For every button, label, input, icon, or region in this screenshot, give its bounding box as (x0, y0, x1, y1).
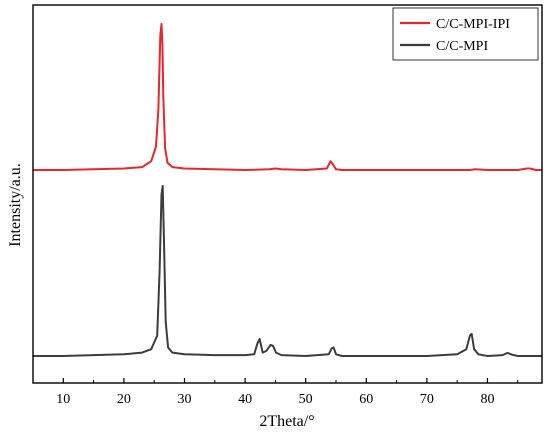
lines-layer (33, 23, 542, 357)
x-tick-label: 80 (480, 392, 494, 407)
legend-box (392, 7, 539, 61)
x-tick-label: 50 (299, 392, 313, 407)
legend: C/C-MPI-IPI C/C-MPI (392, 7, 539, 61)
x-tick-label: 20 (117, 392, 131, 407)
legend-label-c-c-mpi: C/C-MPI (436, 39, 488, 54)
x-tick-label: 30 (177, 392, 191, 407)
y-axis-title: Intensity/a.u. (7, 163, 24, 247)
x-tick-label: 70 (420, 392, 434, 407)
x-axis-title: 2Theta/° (259, 413, 314, 430)
x-tick-label: 10 (56, 392, 70, 407)
series-line-c-c-mpi-ipi (33, 23, 542, 171)
x-tick-label: 40 (238, 392, 252, 407)
legend-label-c-c-mpi-ipi: C/C-MPI-IPI (436, 17, 510, 32)
x-axis: 10 20 30 40 50 60 70 80 (32, 378, 519, 407)
series-line-c-c-mpi (33, 185, 542, 357)
x-tick-label: 60 (359, 392, 373, 407)
plot-frame (32, 4, 543, 384)
